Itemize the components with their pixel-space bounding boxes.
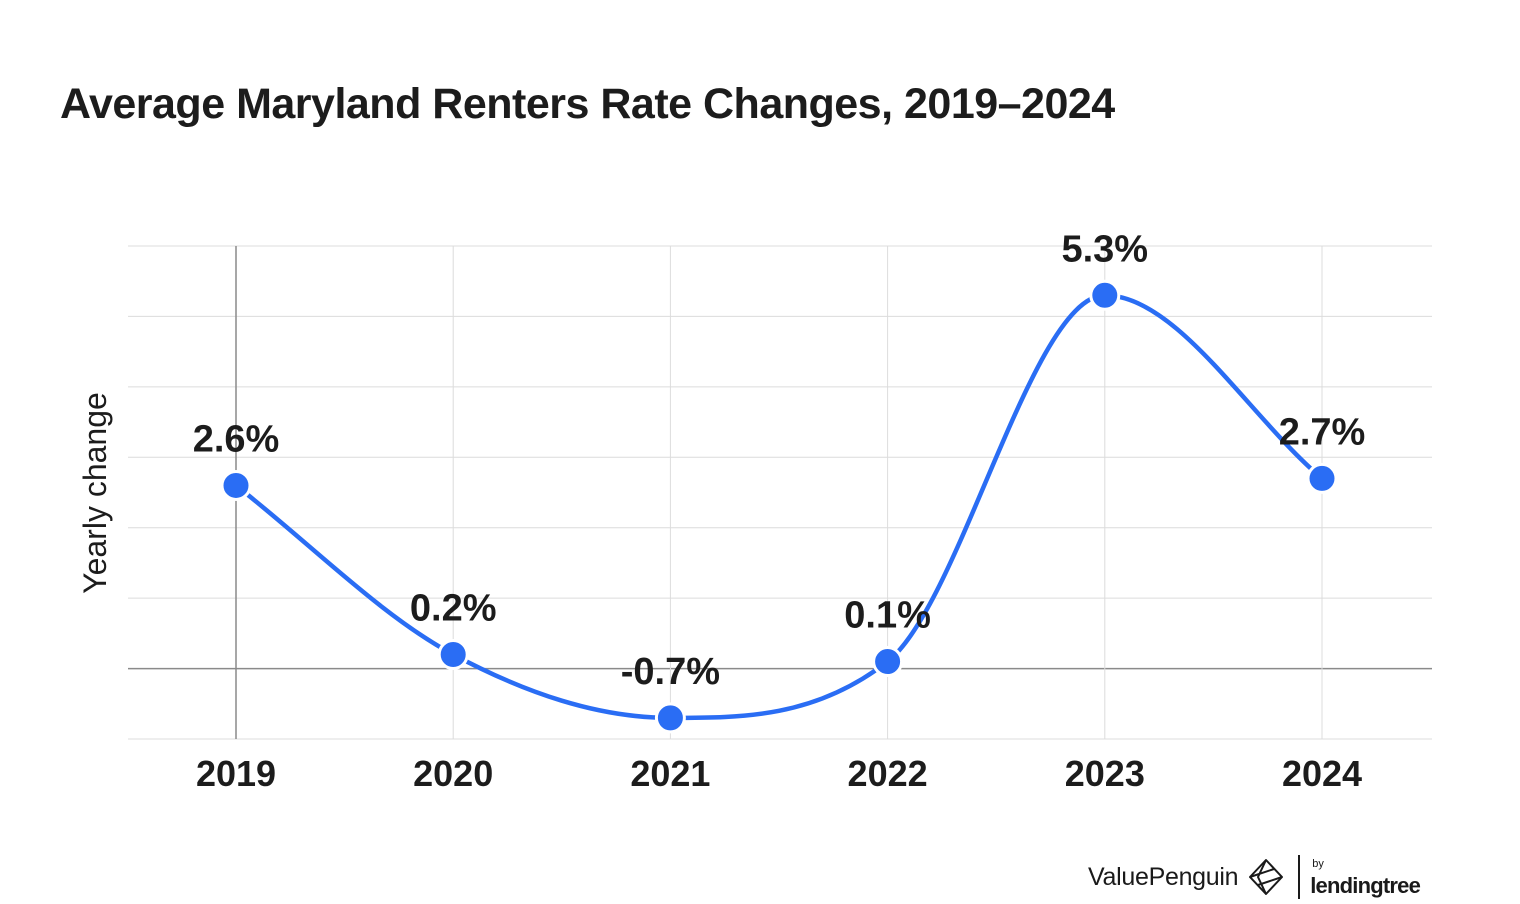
data-point [437,638,469,670]
data-point [220,469,252,501]
logo-divider [1298,855,1301,899]
chart-title: Average Maryland Renters Rate Changes, 2… [60,80,1115,128]
data-points [220,279,1338,734]
data-point [654,702,686,734]
data-label: 0.1% [844,595,931,637]
y-axis-label: Yearly change [77,392,113,594]
x-tick-label: 2023 [1065,753,1145,794]
x-tick-label: 2021 [630,753,710,794]
data-point [1089,279,1121,311]
footer-logo: ValuePenguin by lendingtree [1088,852,1421,902]
data-label: 2.7% [1279,411,1366,453]
x-tick-label: 2022 [848,753,928,794]
lendingtree-brand: lendingtree [1310,873,1421,898]
data-point [1306,462,1338,494]
penguin-logo-icon [1249,859,1284,895]
data-label: 5.3% [1061,228,1148,270]
data-label: -0.7% [621,651,720,693]
data-label: 0.2% [410,587,497,629]
series-line [233,293,1325,721]
x-tick-label: 2024 [1282,753,1362,794]
x-tick-label: 2019 [196,753,276,794]
valuepenguin-brand: ValuePenguin [1088,862,1239,891]
grid [128,245,1432,740]
data-label: 2.6% [193,418,280,460]
lendingtree-logo: by lendingtree [1310,857,1421,898]
x-tick-labels: 2019 2020 2021 2022 2023 2024 [196,753,1362,794]
by-label: by [1312,858,1324,870]
x-tick-label: 2020 [413,753,493,794]
data-labels: 2.6% 0.2% -0.7% 0.1% 5.3% 2.7% [193,228,1366,693]
data-point [872,646,904,678]
